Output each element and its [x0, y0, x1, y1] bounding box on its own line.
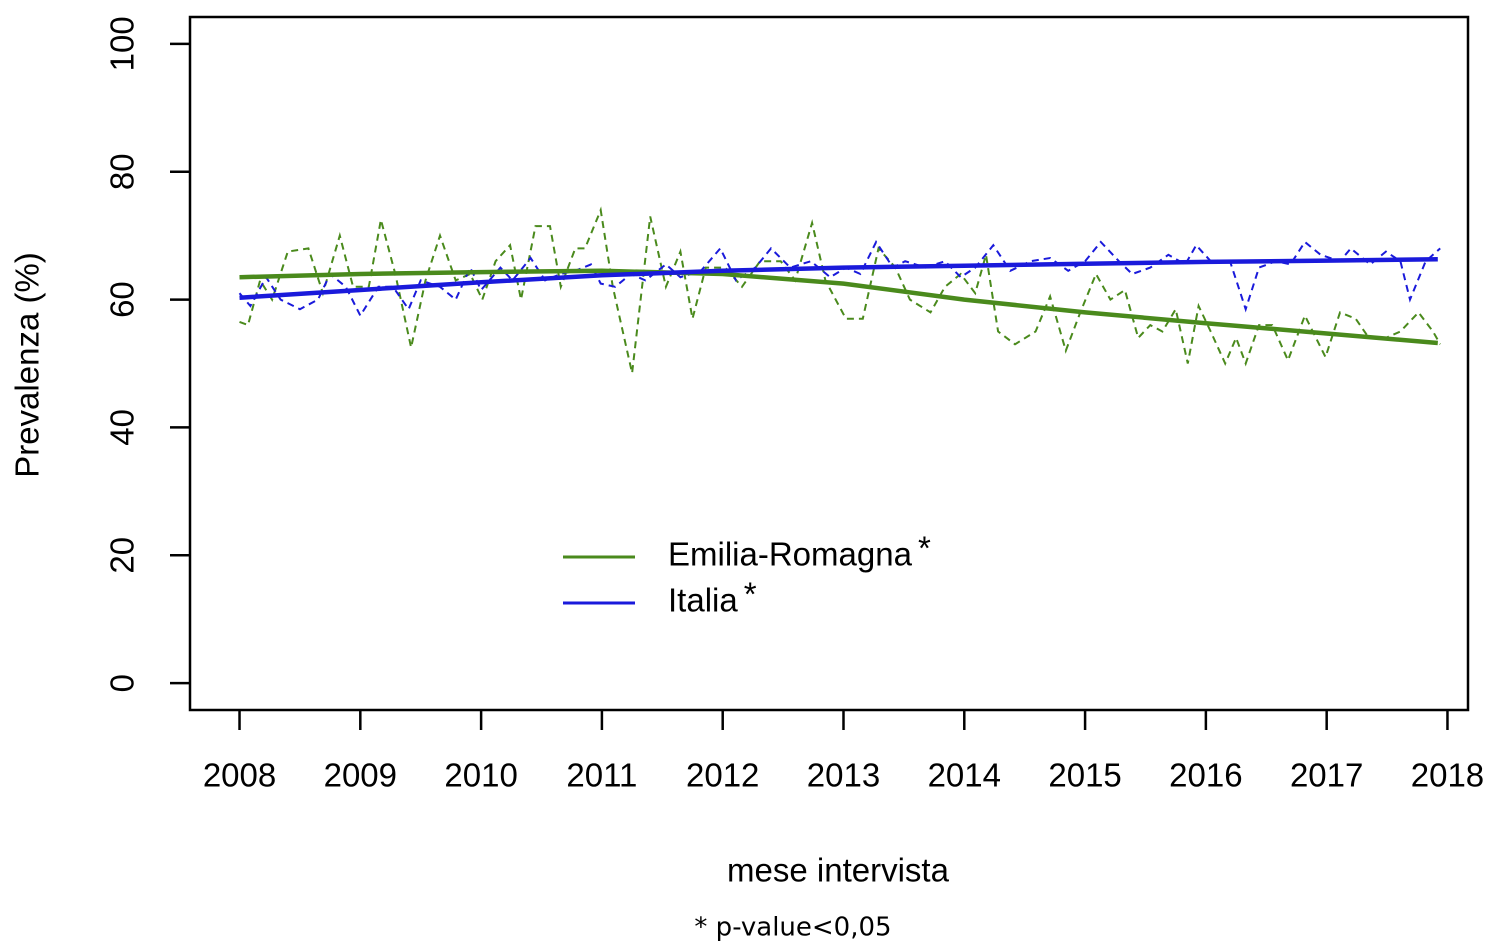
y-tick-label: 80 — [104, 153, 141, 190]
trend-line — [239, 268, 1438, 346]
x-tick-label: 2012 — [686, 757, 759, 794]
legend-label: Emilia-Romagna — [668, 536, 913, 573]
x-axis-title: mese intervista — [727, 852, 950, 889]
x-tick-label: 2018 — [1411, 757, 1484, 794]
x-tick-label: 2008 — [203, 757, 276, 794]
legend-mark: * — [744, 576, 757, 613]
y-tick-label: 60 — [104, 281, 141, 318]
monthly-line — [239, 206, 1442, 374]
y-axis-title: Prevalenza (%) — [9, 252, 46, 478]
x-tick-label: 2011 — [566, 757, 637, 794]
footnote: * p-value<0,05 — [694, 913, 891, 943]
y-tick-label: 20 — [104, 537, 141, 574]
legend-label: Italia — [668, 582, 738, 619]
x-tick-label: 2013 — [807, 757, 880, 794]
x-tick-label: 2009 — [324, 757, 397, 794]
x-tick-label: 2016 — [1169, 757, 1242, 794]
y-tick-label: 0 — [104, 674, 141, 692]
x-tick-label: 2014 — [928, 757, 1001, 794]
y-tick-label: 100 — [104, 16, 141, 71]
x-tick-label: 2010 — [444, 757, 517, 794]
x-tick-label: 2017 — [1290, 757, 1363, 794]
x-tick-label: 2015 — [1048, 757, 1121, 794]
plot-frame — [188, 15, 1470, 712]
trend-line — [239, 257, 1438, 300]
legend-mark: * — [918, 530, 931, 567]
y-tick-label: 40 — [104, 409, 141, 446]
